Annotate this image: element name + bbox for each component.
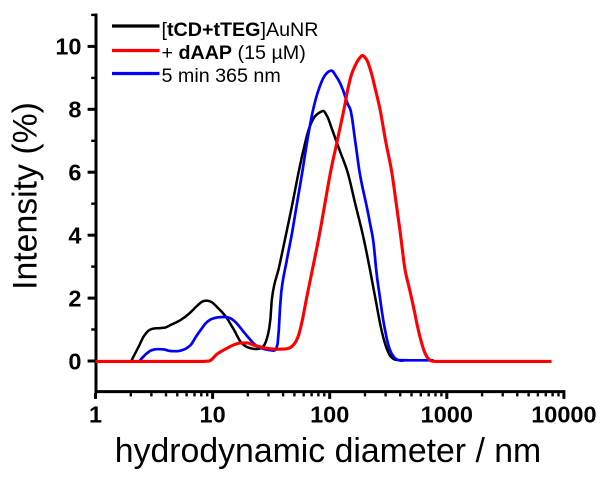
- svg-text:Intensity (%): Intensity (%): [7, 102, 45, 290]
- svg-text:10: 10: [200, 402, 226, 428]
- svg-text:10: 10: [55, 34, 81, 60]
- svg-text:1000: 1000: [421, 402, 473, 428]
- svg-text:+ dAAP (15 µM): + dAAP (15 µM): [162, 42, 306, 64]
- svg-text:2: 2: [68, 285, 81, 311]
- svg-text:6: 6: [68, 160, 81, 186]
- svg-text:1: 1: [89, 402, 102, 428]
- svg-text:4: 4: [68, 223, 81, 249]
- svg-text:0: 0: [68, 348, 81, 374]
- svg-text:[tCD+tTEG]AuNR: [tCD+tTEG]AuNR: [162, 19, 319, 41]
- svg-text:10000: 10000: [531, 402, 596, 428]
- svg-text:hydrodynamic diameter / nm: hydrodynamic diameter / nm: [115, 432, 541, 470]
- svg-text:100: 100: [310, 402, 349, 428]
- svg-text:8: 8: [68, 97, 81, 123]
- svg-text:5 min 365 nm: 5 min 365 nm: [162, 65, 281, 87]
